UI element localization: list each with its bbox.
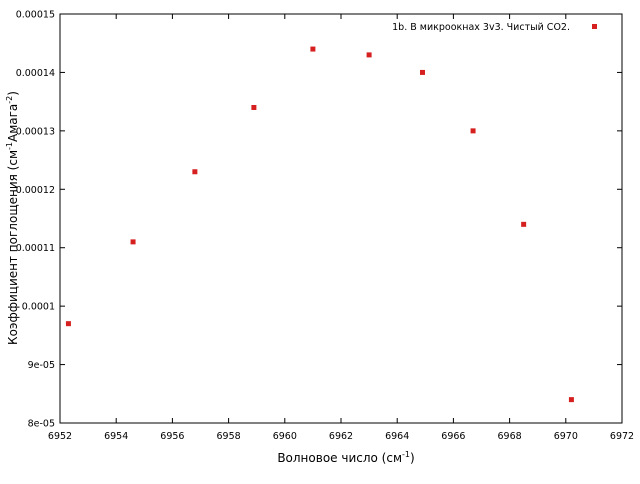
data-point <box>130 239 136 245</box>
x-tick-label: 6952 <box>48 431 72 442</box>
data-point <box>65 321 71 327</box>
x-axis-title: Волновое число (см-1) <box>277 450 414 465</box>
y-tick-label: 0.00014 <box>16 68 55 79</box>
y-tick-label: 0.00013 <box>16 126 55 137</box>
data-point <box>521 221 527 227</box>
x-tick-label: 6960 <box>273 431 297 442</box>
data-point <box>366 52 372 58</box>
y-tick-label: 9e-05 <box>28 360 55 371</box>
x-tick-label: 6956 <box>160 431 184 442</box>
x-tick-label: 6958 <box>217 431 241 442</box>
x-tick-label: 6972 <box>610 431 634 442</box>
x-tick-label: 6966 <box>441 431 465 442</box>
data-series <box>65 46 574 403</box>
y-axis: 8e-05 9e-05 0.0001 0.00011 0.00012 0.00013 0.0… <box>16 10 622 430</box>
x-axis: 6952 6954 6956 6958 6960 6962 6964 6966 6968 6970… <box>48 14 634 442</box>
legend-marker <box>592 24 597 29</box>
data-point <box>470 128 476 134</box>
data-point <box>310 46 316 52</box>
x-tick-label: 6954 <box>104 431 128 442</box>
data-point <box>568 397 574 403</box>
data-point <box>419 69 425 75</box>
data-point <box>251 104 257 110</box>
x-tick-label: 6968 <box>498 431 522 442</box>
y-tick-label: 8e-05 <box>28 419 55 430</box>
x-tick-label: 6962 <box>329 431 353 442</box>
y-tick-label: 0.0001 <box>22 302 55 313</box>
y-tick-label: 0.00011 <box>16 243 55 254</box>
legend-label: 1b. В микроокнах 3v3. Чистый CO2. <box>392 22 570 33</box>
y-tick-label: 0.00012 <box>16 185 55 196</box>
y-tick-label: 0.00015 <box>16 10 55 21</box>
x-tick-label: 6970 <box>554 431 578 442</box>
plot-frame <box>59 13 623 424</box>
data-point <box>192 169 198 175</box>
legend: 1b. В микроокнах 3v3. Чистый CO2. <box>392 22 597 33</box>
x-tick-label: 6964 <box>385 431 409 442</box>
y-axis-title: Коэффициент поглощения (см-1Амага-2) <box>5 91 20 345</box>
